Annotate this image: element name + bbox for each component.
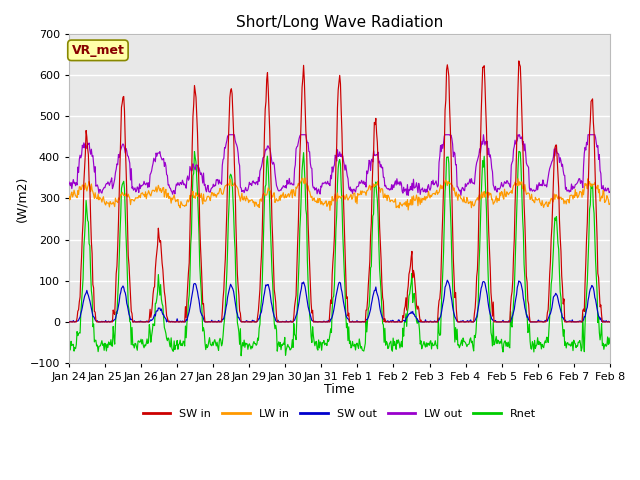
X-axis label: Time: Time	[324, 384, 355, 396]
Title: Short/Long Wave Radiation: Short/Long Wave Radiation	[236, 15, 443, 30]
Text: VR_met: VR_met	[72, 44, 124, 57]
Y-axis label: (W/m2): (W/m2)	[15, 175, 28, 222]
Legend: SW in, LW in, SW out, LW out, Rnet: SW in, LW in, SW out, LW out, Rnet	[138, 405, 541, 423]
